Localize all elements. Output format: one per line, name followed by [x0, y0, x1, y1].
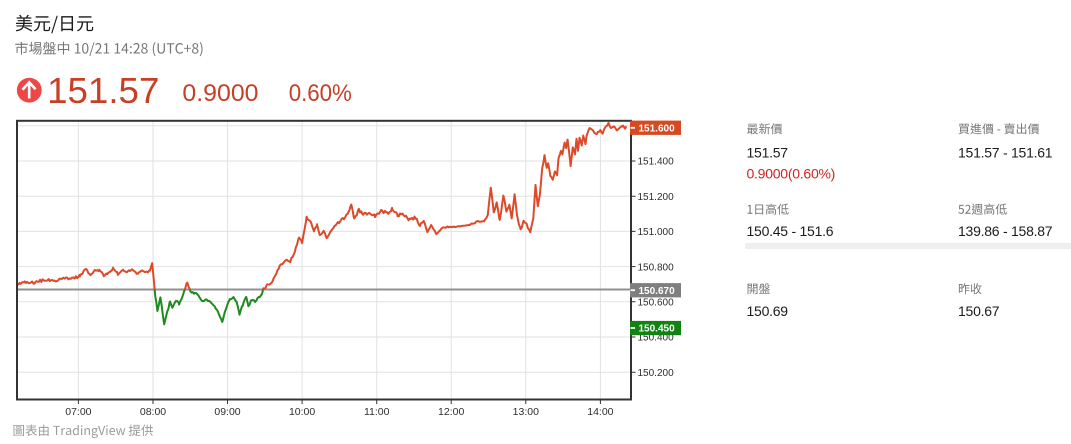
svg-text:151.000: 151.000: [638, 227, 675, 238]
svg-text:12:00: 12:00: [438, 406, 464, 418]
svg-text:150.800: 150.800: [638, 262, 675, 273]
svg-text:150.67: 150.67: [958, 303, 1000, 319]
svg-text:150.450: 150.450: [639, 324, 676, 335]
svg-text:150.69: 150.69: [747, 303, 789, 319]
svg-text:151.57 - 151.61: 151.57 - 151.61: [958, 145, 1053, 161]
svg-text:151.57: 151.57: [747, 145, 789, 161]
svg-text:150.45 - 151.6: 150.45 - 151.6: [747, 223, 834, 239]
svg-text:07:00: 07:00: [65, 406, 91, 418]
svg-text:10:00: 10:00: [289, 406, 315, 418]
svg-text:151.57: 151.57: [47, 70, 159, 111]
svg-text:14:00: 14:00: [587, 406, 613, 418]
svg-text:151.400: 151.400: [638, 157, 675, 168]
svg-text:08:00: 08:00: [140, 406, 166, 418]
svg-text:0.9000(0.60%): 0.9000(0.60%): [747, 166, 836, 182]
svg-text:150.200: 150.200: [638, 368, 675, 379]
svg-text:150.600: 150.600: [638, 298, 675, 309]
svg-text:139.86 - 158.87: 139.86 - 158.87: [958, 223, 1053, 239]
svg-text:09:00: 09:00: [214, 406, 240, 418]
svg-text:150.400: 150.400: [638, 333, 675, 344]
svg-text:11:00: 11:00: [364, 406, 390, 418]
svg-text:150.670: 150.670: [639, 286, 676, 297]
svg-text:0.9000: 0.9000: [182, 80, 258, 107]
svg-text:0.60%: 0.60%: [289, 80, 352, 107]
svg-text:151.200: 151.200: [638, 192, 675, 203]
svg-text:151.600: 151.600: [639, 123, 676, 134]
svg-text:13:00: 13:00: [513, 406, 539, 418]
